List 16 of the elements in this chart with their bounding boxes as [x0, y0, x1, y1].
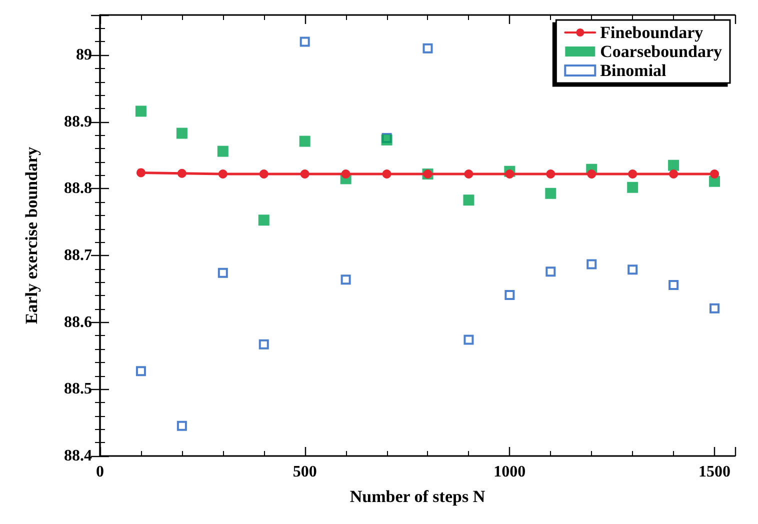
legend-label: Binomial	[600, 61, 667, 80]
x-tick-label: 1500	[698, 464, 731, 480]
x-axis-title: Number of steps N	[350, 487, 486, 506]
y-tick-label: 88.9	[64, 113, 92, 130]
y-tick-label: 88.7	[64, 247, 92, 264]
y-tick-label: 88.4	[64, 448, 92, 464]
x-tick-label: 500	[292, 464, 317, 480]
legend-label: Fineboundary	[600, 23, 704, 42]
y-tick-label: 89	[76, 46, 92, 64]
y-tick-label: 88.8	[64, 180, 92, 198]
x-tick-label: 1000	[494, 464, 526, 480]
y-tick-label: 88.6	[64, 314, 92, 331]
x-tick-label: 0	[96, 464, 104, 480]
legend-label: Coarseboundary	[600, 42, 722, 61]
y-tick-label: 88.5	[64, 380, 92, 398]
y-axis-title: Early exercise boundary	[22, 146, 41, 324]
